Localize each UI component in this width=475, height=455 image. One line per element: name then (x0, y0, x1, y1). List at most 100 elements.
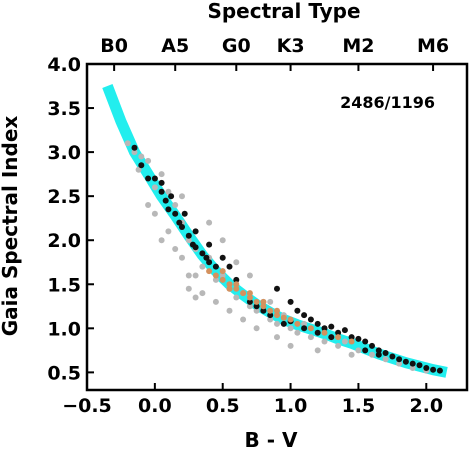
data-point (176, 219, 183, 226)
data-point (151, 184, 158, 191)
data-point (246, 272, 253, 279)
data-point (212, 263, 219, 270)
data-point (280, 320, 287, 327)
data-point (375, 347, 382, 354)
data-point (348, 334, 355, 341)
data-point (335, 334, 342, 341)
axis-ticks: −0.5 0.0 0.5 1.0 1.5 2.0 0.5 1.0 1.5 2.0 2.5 3.0 3.5… (47, 35, 449, 417)
data-point (199, 263, 206, 270)
data-point (355, 335, 362, 342)
data-point (396, 356, 403, 363)
data-point (185, 285, 192, 292)
data-point (145, 202, 152, 208)
y-tick-label: 3.0 (47, 142, 81, 164)
fit-curve-layer (102, 84, 448, 378)
data-point (226, 307, 233, 314)
data-point (314, 320, 321, 327)
x-tick-label: 1.0 (274, 395, 308, 417)
data-point (369, 351, 375, 358)
data-point (179, 224, 185, 230)
data-point (436, 367, 443, 374)
data-point (253, 325, 260, 332)
y-tick-label: 3.5 (47, 98, 81, 120)
y-tick-label: 1.5 (47, 274, 81, 296)
data-point (192, 228, 199, 235)
data-points-layer (124, 140, 443, 374)
data-point (267, 307, 274, 314)
data-point (348, 338, 355, 345)
top-tick-label: M2 (342, 35, 374, 57)
data-point (206, 259, 213, 266)
data-point (226, 285, 233, 292)
data-point (131, 149, 138, 156)
data-point (402, 358, 409, 365)
data-point (274, 285, 280, 292)
data-point (280, 314, 287, 321)
data-point (226, 281, 233, 288)
x-tick-label: −0.5 (62, 395, 112, 417)
data-point (165, 188, 172, 195)
data-point (233, 276, 240, 283)
data-point (362, 347, 369, 354)
data-point (307, 325, 314, 332)
data-point (287, 342, 294, 349)
y-axis-title: Gaia Spectral Index (0, 116, 22, 337)
data-point (192, 244, 199, 251)
data-point (341, 338, 348, 345)
data-point (172, 210, 179, 217)
top-tick-label: G0 (222, 35, 251, 57)
data-point (253, 307, 260, 314)
data-point (219, 272, 226, 279)
data-point (172, 202, 179, 208)
x-tick-label: 0.0 (138, 395, 172, 417)
data-point (192, 272, 199, 279)
x-tick-label: 1.5 (342, 395, 376, 417)
data-point (168, 193, 175, 200)
data-point (240, 290, 247, 297)
data-point (321, 325, 328, 332)
data-point (212, 298, 219, 305)
data-point (314, 347, 321, 354)
data-point (389, 353, 396, 360)
data-point (321, 338, 328, 345)
data-point (172, 246, 179, 252)
data-point (274, 312, 280, 319)
data-point (165, 228, 172, 235)
data-point (212, 276, 219, 283)
data-point (260, 307, 267, 314)
data-point (219, 254, 226, 261)
data-point (396, 360, 403, 367)
data-point (355, 347, 362, 354)
data-point (145, 157, 152, 164)
data-point (267, 312, 274, 319)
data-point (138, 162, 145, 169)
axes-frame (85, 62, 469, 392)
data-point (301, 312, 308, 319)
data-point (328, 323, 335, 330)
data-point (321, 329, 328, 336)
data-point (362, 338, 369, 345)
y-tick-label: 2.0 (47, 230, 81, 252)
data-point (165, 206, 172, 213)
data-point (246, 303, 253, 310)
data-point (409, 360, 416, 367)
data-point (423, 365, 430, 371)
data-point (294, 320, 301, 327)
data-point (274, 307, 280, 314)
data-point (382, 350, 389, 356)
data-point (162, 197, 169, 204)
data-point (233, 285, 240, 292)
data-point (328, 334, 335, 341)
data-point (246, 290, 253, 297)
x-tick-label: 0.5 (206, 395, 240, 417)
data-point (192, 294, 199, 301)
data-point (219, 276, 226, 283)
data-point (301, 325, 308, 332)
top-tick-label: M6 (417, 35, 449, 57)
data-point (158, 237, 165, 244)
top-axis-title: Spectral Type (207, 0, 360, 23)
data-point (260, 298, 267, 305)
data-point (135, 166, 142, 173)
data-point (253, 303, 260, 310)
data-point (124, 140, 131, 147)
